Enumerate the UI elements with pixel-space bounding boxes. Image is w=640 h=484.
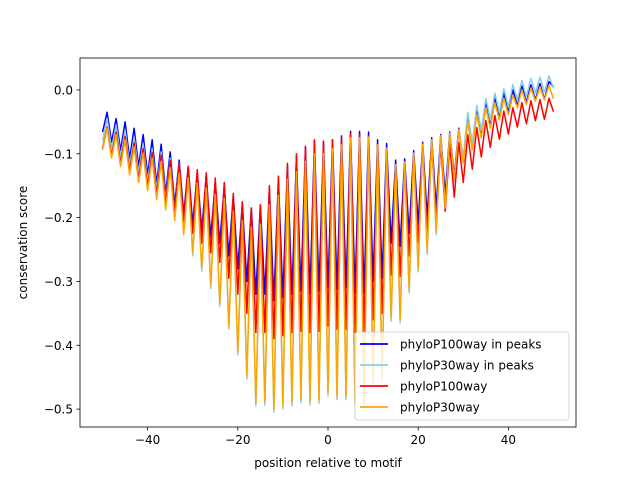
series-layer [101,75,555,414]
y-tick-label: −0.4 [44,339,73,353]
x-axis: −40 −20 0 20 40 [135,427,516,447]
y-axis: 0.0 −0.1 −0.2 −0.3 −0.4 −0.5 [44,83,80,417]
y-tick-label: −0.5 [44,403,73,417]
series-line-2 [101,97,555,340]
legend-box [354,331,570,421]
y-tick-label: −0.3 [44,275,73,289]
legend-label-0: phyloP100way in peaks [400,338,542,352]
legend: phyloP100way in peaks phyloP30way in peak… [354,331,570,421]
y-tick-label: 0.0 [54,83,73,97]
legend-label-3: phyloP30way [400,401,480,415]
legend-label-1: phyloP30way in peaks [400,359,534,373]
x-tick-label: −40 [135,433,160,447]
y-axis-label: conservation score [16,186,30,300]
x-tick-label: −20 [225,433,250,447]
x-axis-label: position relative to motif [254,456,402,470]
series-line-3 [101,84,555,410]
x-tick-label: 20 [411,433,426,447]
x-tick-label: 0 [324,433,332,447]
y-tick-label: −0.1 [44,147,73,161]
y-tick-label: −0.2 [44,211,73,225]
legend-label-2: phyloP100way [400,380,487,394]
x-tick-label: 40 [501,433,516,447]
